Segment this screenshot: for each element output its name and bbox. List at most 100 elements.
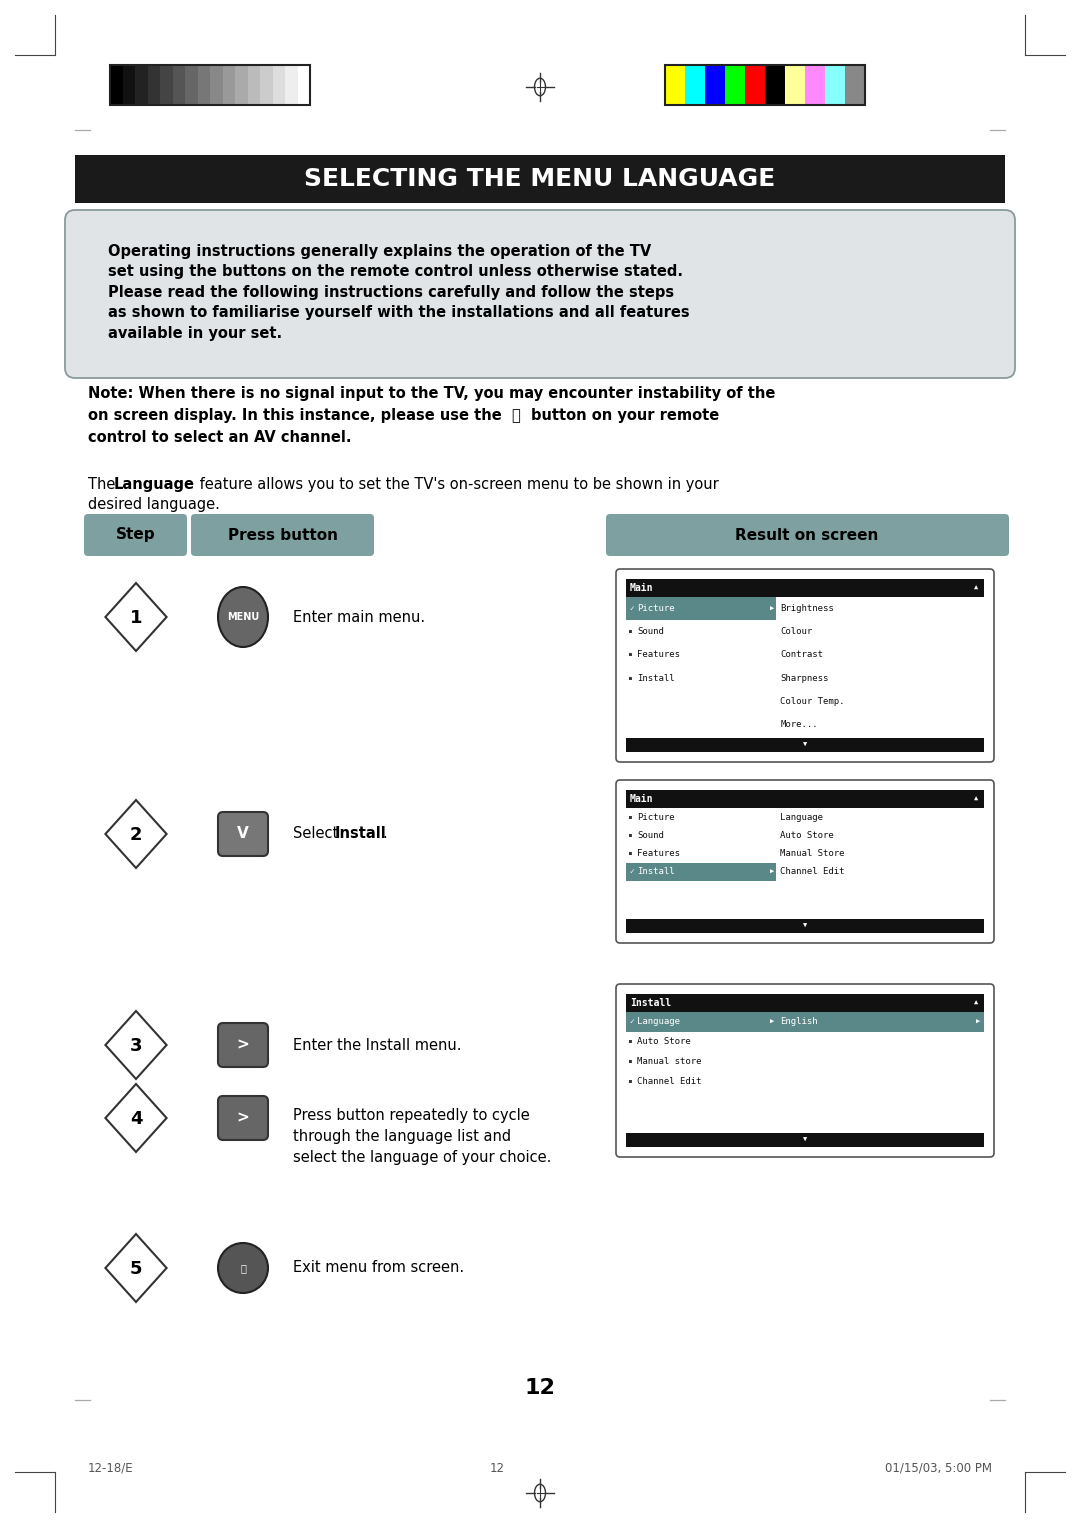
Text: Install: Install bbox=[637, 866, 675, 876]
Bar bbox=[210, 66, 222, 105]
Bar bbox=[626, 597, 777, 620]
Text: Manual Store: Manual Store bbox=[781, 850, 845, 857]
Text: ✓: ✓ bbox=[629, 1018, 634, 1027]
Ellipse shape bbox=[218, 587, 268, 646]
Text: ■: ■ bbox=[629, 675, 632, 680]
FancyBboxPatch shape bbox=[65, 209, 1015, 377]
Text: Select: Select bbox=[293, 827, 342, 842]
Text: 12: 12 bbox=[525, 1378, 555, 1398]
Bar bbox=[685, 66, 705, 105]
Text: ▲: ▲ bbox=[974, 585, 978, 591]
Text: 01/15/03, 5:00 PM: 01/15/03, 5:00 PM bbox=[885, 1461, 993, 1475]
Text: Install: Install bbox=[630, 998, 671, 1008]
Text: V: V bbox=[238, 827, 248, 842]
Text: ■: ■ bbox=[629, 851, 632, 856]
Text: feature allows you to set the TV's on-screen menu to be shown in your: feature allows you to set the TV's on-sc… bbox=[195, 477, 719, 492]
Polygon shape bbox=[106, 584, 166, 651]
Text: Install: Install bbox=[637, 674, 675, 683]
Bar bbox=[745, 66, 765, 105]
Bar bbox=[122, 66, 135, 105]
Text: Main: Main bbox=[630, 584, 653, 593]
Text: English: English bbox=[781, 1018, 818, 1027]
Text: ▶: ▶ bbox=[770, 868, 774, 874]
Polygon shape bbox=[106, 1083, 166, 1152]
Text: Features: Features bbox=[637, 850, 680, 857]
Text: ▼: ▼ bbox=[802, 743, 807, 749]
Text: ■: ■ bbox=[629, 833, 632, 837]
Text: Picture: Picture bbox=[637, 604, 675, 613]
Bar bbox=[825, 66, 845, 105]
Text: ✓: ✓ bbox=[629, 866, 634, 876]
FancyBboxPatch shape bbox=[616, 779, 994, 943]
Text: Auto Store: Auto Store bbox=[781, 831, 834, 840]
Text: Press button repeatedly to cycle
through the language list and
select the langua: Press button repeatedly to cycle through… bbox=[293, 1108, 552, 1164]
Text: 3: 3 bbox=[130, 1038, 143, 1054]
Text: ▲: ▲ bbox=[974, 796, 978, 802]
Text: Colour Temp.: Colour Temp. bbox=[781, 697, 845, 706]
Text: Exit menu from screen.: Exit menu from screen. bbox=[293, 1261, 464, 1276]
Text: >: > bbox=[237, 1038, 249, 1053]
Text: Sound: Sound bbox=[637, 628, 664, 636]
Text: Step: Step bbox=[117, 527, 156, 542]
Bar bbox=[626, 1132, 984, 1148]
Text: 12: 12 bbox=[490, 1461, 505, 1475]
FancyBboxPatch shape bbox=[616, 984, 994, 1157]
Text: Auto Store: Auto Store bbox=[637, 1038, 691, 1047]
Ellipse shape bbox=[535, 78, 545, 96]
Text: Manual store: Manual store bbox=[637, 1057, 702, 1067]
Text: Enter main menu.: Enter main menu. bbox=[293, 611, 426, 625]
Text: ■: ■ bbox=[629, 1059, 632, 1063]
Bar bbox=[665, 66, 685, 105]
Text: Enter the Install menu.: Enter the Install menu. bbox=[293, 1038, 461, 1053]
Polygon shape bbox=[106, 1012, 166, 1079]
Text: desired language.: desired language. bbox=[87, 497, 220, 512]
Bar bbox=[626, 579, 984, 597]
Bar bbox=[148, 66, 160, 105]
Bar bbox=[160, 66, 173, 105]
FancyBboxPatch shape bbox=[616, 568, 994, 762]
Bar bbox=[765, 66, 785, 105]
Bar bbox=[185, 66, 198, 105]
FancyBboxPatch shape bbox=[218, 811, 268, 856]
Text: ■: ■ bbox=[629, 630, 632, 634]
Bar bbox=[705, 66, 725, 105]
Text: The: The bbox=[87, 477, 120, 492]
Bar bbox=[247, 66, 260, 105]
Text: Language: Language bbox=[637, 1018, 680, 1027]
Text: ▶: ▶ bbox=[770, 605, 774, 611]
Bar bbox=[235, 66, 247, 105]
Polygon shape bbox=[106, 1235, 166, 1302]
FancyBboxPatch shape bbox=[84, 513, 187, 556]
Text: ■: ■ bbox=[629, 652, 632, 657]
Text: Channel Edit: Channel Edit bbox=[781, 866, 845, 876]
Text: Install: Install bbox=[335, 827, 387, 842]
Bar bbox=[198, 66, 210, 105]
Text: ■: ■ bbox=[629, 814, 632, 819]
Bar bbox=[110, 66, 122, 105]
Text: .: . bbox=[382, 827, 387, 842]
FancyBboxPatch shape bbox=[218, 1024, 268, 1067]
Bar bbox=[75, 154, 1005, 203]
Bar bbox=[777, 1012, 984, 1031]
Text: >: > bbox=[237, 1111, 249, 1126]
Bar bbox=[626, 738, 984, 752]
Text: Features: Features bbox=[637, 651, 680, 660]
Bar bbox=[135, 66, 148, 105]
Ellipse shape bbox=[218, 1242, 268, 1293]
Text: ▼: ▼ bbox=[802, 1137, 807, 1143]
Text: Language: Language bbox=[781, 813, 823, 822]
Text: Language: Language bbox=[114, 477, 195, 492]
Bar bbox=[785, 66, 805, 105]
Text: ▲: ▲ bbox=[974, 999, 978, 1005]
Text: Colour: Colour bbox=[781, 628, 812, 636]
Text: Press button: Press button bbox=[228, 527, 338, 542]
Text: Result on screen: Result on screen bbox=[735, 527, 879, 542]
Text: Sound: Sound bbox=[637, 831, 664, 840]
Text: Brightness: Brightness bbox=[781, 604, 834, 613]
FancyBboxPatch shape bbox=[218, 1096, 268, 1140]
Text: 1: 1 bbox=[130, 610, 143, 626]
Text: ⎗: ⎗ bbox=[240, 1264, 246, 1273]
Bar bbox=[665, 66, 865, 105]
FancyBboxPatch shape bbox=[606, 513, 1009, 556]
Bar bbox=[626, 862, 777, 880]
